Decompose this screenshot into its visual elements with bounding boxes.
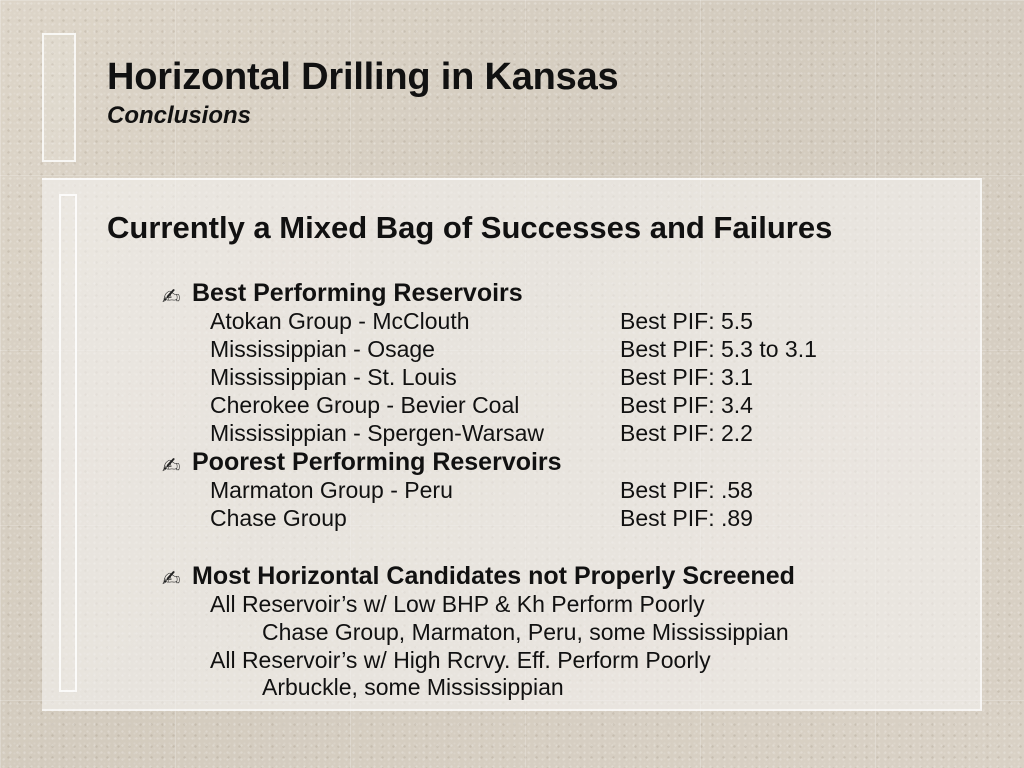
writing-hand-icon: ✍ <box>162 284 181 309</box>
content-decoration <box>59 194 77 692</box>
poorest-performing-heading: Poorest Performing Reservoirs <box>192 448 562 476</box>
content-panel <box>42 178 982 711</box>
pif-value: Best PIF: .89 <box>620 505 753 531</box>
reservoir-name: Mississippian - St. Louis <box>210 364 457 390</box>
slide-headline: Currently a Mixed Bag of Successes and F… <box>107 210 833 245</box>
reservoir-name: Chase Group <box>210 505 347 531</box>
reservoir-name: Mississippian - Osage <box>210 336 435 362</box>
writing-hand-icon: ✍ <box>162 453 181 478</box>
pif-value: Best PIF: .58 <box>620 477 753 503</box>
screening-subline: Chase Group, Marmaton, Peru, some Missis… <box>262 619 789 645</box>
pif-value: Best PIF: 2.2 <box>620 420 753 446</box>
pif-value: Best PIF: 5.5 <box>620 308 753 334</box>
reservoir-name: Atokan Group - McClouth <box>210 308 470 334</box>
reservoir-name: Marmaton Group - Peru <box>210 477 453 503</box>
screening-heading: Most Horizontal Candidates not Properly … <box>192 562 795 590</box>
reservoir-name: Cherokee Group - Bevier Coal <box>210 392 520 418</box>
title-decoration <box>42 33 76 162</box>
screening-subline: Arbuckle, some Mississippian <box>262 674 564 700</box>
slide-subtitle: Conclusions <box>107 102 252 129</box>
writing-hand-icon: ✍ <box>162 566 181 591</box>
reservoir-name: Mississippian - Spergen-Warsaw <box>210 420 545 446</box>
screening-line: All Reservoir’s w/ High Rcrvy. Eff. Perf… <box>210 647 711 673</box>
best-performing-heading: Best Performing Reservoirs <box>192 279 523 307</box>
pif-value: Best PIF: 3.1 <box>620 364 753 390</box>
pif-value: Best PIF: 3.4 <box>620 392 753 418</box>
slide-title: Horizontal Drilling in Kansas <box>107 56 619 98</box>
pif-value: Best PIF: 5.3 to 3.1 <box>620 336 817 362</box>
screening-line: All Reservoir’s w/ Low BHP & Kh Perform … <box>210 591 705 617</box>
